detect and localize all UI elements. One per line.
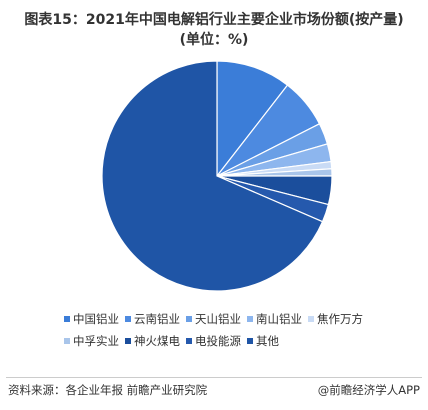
pie-slice (101, 60, 324, 292)
legend: 中国铝业 云南铝业 天山铝业 南山铝业 焦作万方中孚实业 神火煤电 电投能源 其他 (64, 311, 394, 349)
legend-label: 神火煤电 (134, 334, 180, 348)
legend-item: 中国铝业 (64, 311, 119, 327)
legend-label: 南山铝业 (256, 312, 302, 326)
legend-label: 天山铝业 (195, 312, 241, 326)
legend-item: 天山铝业 (186, 311, 241, 327)
legend-item: 焦作万方 (308, 311, 363, 327)
legend-swatch (308, 316, 314, 322)
chart-title: 图表15：2021年中国电解铝行业主要企业市场份额(按产量)(单位：%) (24, 12, 404, 48)
legend-item: 神火煤电 (125, 333, 180, 349)
legend-swatch (125, 338, 131, 344)
legend-swatch (125, 316, 131, 322)
legend-swatch (64, 316, 70, 322)
legend-swatch (247, 338, 253, 344)
separator (6, 377, 422, 378)
chart (101, 60, 333, 292)
legend-label: 电投能源 (195, 334, 241, 348)
pie-slice (216, 60, 289, 178)
legend-label: 中孚实业 (73, 334, 119, 348)
legend-label: 其他 (256, 334, 279, 348)
legend-swatch (247, 316, 253, 322)
credit: @前瞻经济学人APP (317, 383, 420, 397)
legend-label: 中国铝业 (73, 312, 119, 326)
legend-item: 中孚实业 (64, 333, 119, 349)
legend-item: 电投能源 (186, 333, 241, 349)
legend-item: 其他 (247, 333, 279, 349)
legend-item: 云南铝业 (125, 311, 180, 327)
source: 资料来源：各企业年报 前瞻产业研究院 (8, 383, 208, 397)
legend-label: 焦作万方 (317, 312, 363, 326)
legend-swatch (186, 338, 192, 344)
legend-label: 云南铝业 (134, 312, 180, 326)
legend-swatch (186, 316, 192, 322)
legend-item: 南山铝业 (247, 311, 302, 327)
legend-swatch (64, 338, 70, 344)
